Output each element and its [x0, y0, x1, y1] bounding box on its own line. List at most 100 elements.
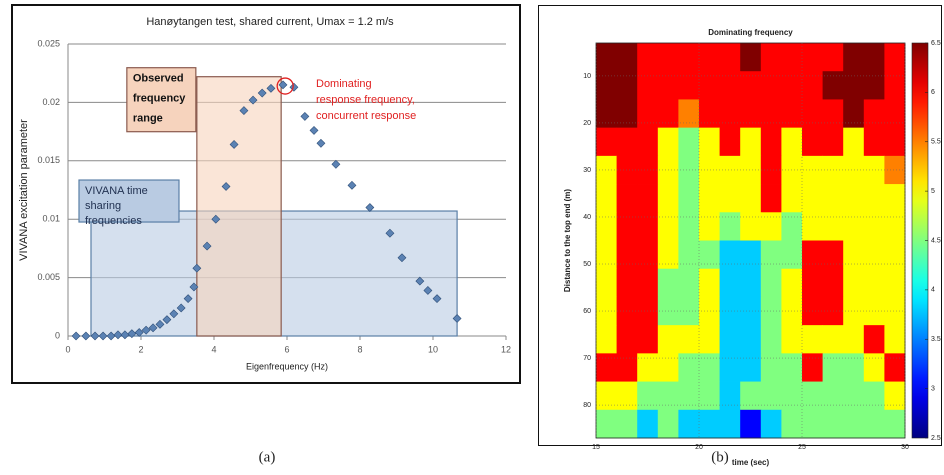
caption: (a)	[259, 449, 276, 465]
heatmap-cell	[863, 127, 885, 157]
data-point	[300, 111, 310, 121]
heatmap-cell	[884, 353, 906, 382]
heatmap-cell	[657, 127, 679, 157]
heatmap-cell	[637, 381, 659, 411]
heatmap-cell	[802, 353, 823, 382]
heatmap-cell	[596, 212, 617, 241]
heatmap-cell	[699, 71, 720, 100]
y-tick-label: 80	[583, 402, 591, 409]
heatmap-cell	[863, 43, 885, 72]
colorbar-tick-label: 4	[931, 287, 935, 294]
heatmap-cell	[884, 99, 906, 129]
heatmap-cell	[596, 268, 617, 298]
heatmap-cell	[802, 43, 823, 72]
heatmap-cell	[843, 240, 865, 270]
heatmap-cell	[678, 155, 700, 185]
heatmap-cell	[760, 409, 782, 439]
heatmap-cell	[843, 353, 865, 382]
data-point	[106, 331, 116, 341]
data-point	[202, 241, 212, 251]
y-tick-label: 40	[583, 214, 591, 221]
data-point	[365, 203, 375, 212]
y-tick-label: 0.02	[42, 97, 60, 107]
heatmap-cell	[760, 71, 782, 100]
heatmap-cell	[699, 268, 720, 298]
heatmap-cell	[760, 296, 782, 326]
data-point	[192, 263, 202, 273]
region-label: sharing	[85, 200, 121, 212]
region-label: frequency	[133, 93, 186, 105]
data-point	[452, 314, 462, 323]
heatmap-cell	[678, 381, 700, 411]
heatmap-cell	[699, 240, 720, 270]
heatmap-cell	[863, 99, 885, 129]
data-point	[331, 159, 341, 169]
heatmap-cell	[657, 71, 679, 100]
heatmap-cell	[616, 381, 638, 411]
heatmap-cell	[678, 184, 700, 213]
y-tick-label: 0.025	[37, 38, 60, 48]
heatmap-cell	[781, 381, 803, 411]
heatmap-cell	[657, 353, 679, 382]
heatmap-cell	[657, 184, 679, 213]
heatmap-cell	[699, 353, 720, 382]
heatmap-cell	[678, 43, 700, 72]
heatmap-cell	[863, 268, 885, 298]
data-point	[148, 323, 158, 333]
heatmap-cell	[843, 325, 865, 354]
heatmap-cell	[863, 381, 885, 411]
x-axis-label: Eigenfrequency (Hz)	[246, 361, 328, 371]
heatmap-cell	[802, 240, 823, 270]
heatmap-cell	[740, 43, 762, 72]
heatmap-cell	[843, 381, 865, 411]
heatmap-cell	[781, 184, 803, 213]
x-tick-label: 2	[138, 344, 143, 354]
heatmap-cell	[616, 99, 638, 129]
heatmap-cell	[678, 325, 700, 354]
data-point	[169, 309, 179, 319]
heatmap-cell	[678, 212, 700, 241]
heatmap-cell	[678, 353, 700, 382]
heatmap-cell	[616, 268, 638, 298]
heatmap-cell	[781, 127, 803, 157]
heatmap-cell	[863, 325, 885, 354]
heatmap-cell	[781, 353, 803, 382]
region-label: Observed	[133, 73, 184, 85]
heatmap-cell	[719, 353, 741, 382]
heatmap-cell	[822, 127, 844, 157]
data-point	[278, 80, 288, 90]
heatmap-cell	[760, 43, 782, 72]
x-tick-label: 30	[901, 444, 909, 451]
y-tick-label: 50	[583, 261, 591, 268]
heatmap-cell	[616, 325, 638, 354]
heatmap-cell	[719, 155, 741, 185]
heatmap-cell	[719, 184, 741, 213]
heatmap-cell	[822, 325, 844, 354]
heatmap-cell	[884, 240, 906, 270]
data-point	[266, 83, 276, 93]
heatmap-cell	[678, 127, 700, 157]
data-point	[127, 329, 137, 339]
region-label: range	[133, 113, 163, 125]
x-axis-label: time (sec)	[732, 458, 770, 467]
heatmap-cell	[616, 240, 638, 270]
colorbar-tick-label: 3	[931, 385, 935, 392]
data-point	[141, 325, 151, 335]
x-tick-label: 15	[592, 444, 600, 451]
heatmap-cell	[802, 268, 823, 298]
heatmap-cell	[843, 127, 865, 157]
chart-title: Dominating frequency	[708, 28, 793, 37]
heatmap-cell	[637, 184, 659, 213]
heatmap-cell	[719, 127, 741, 157]
heatmap-cell	[740, 268, 762, 298]
heatmap-cell	[699, 409, 720, 439]
heatmap-cell	[719, 240, 741, 270]
data-point	[162, 315, 172, 325]
heatmap-cell	[719, 71, 741, 100]
heatmap-cell	[802, 409, 823, 439]
colorbar-tick-label: 4.5	[931, 237, 941, 244]
y-tick-label: 30	[583, 167, 591, 174]
heatmap-cell	[740, 409, 762, 439]
heatmap-cell	[802, 325, 823, 354]
